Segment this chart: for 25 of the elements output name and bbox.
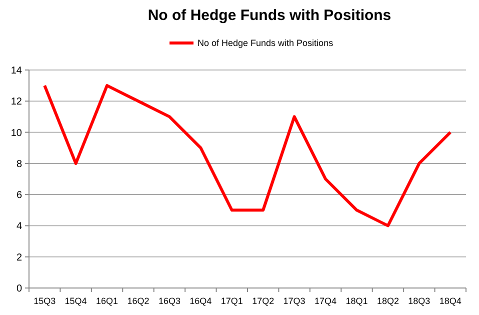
x-tick-label: 15Q3 (34, 296, 56, 306)
y-tick-label: 2 (16, 252, 22, 264)
x-tick-label: 17Q2 (252, 296, 274, 306)
y-tick-label: 6 (16, 190, 22, 202)
y-tick-label: 10 (10, 128, 22, 139)
x-tick-label: 16Q3 (158, 296, 180, 306)
chart-title: No of Hedge Funds with Positions (148, 7, 392, 24)
x-tick-label: 18Q1 (346, 296, 368, 306)
legend-label: No of Hedge Funds with Positions (198, 38, 334, 48)
y-tick-label: 0 (16, 284, 22, 294)
x-tick-label: 18Q3 (408, 296, 430, 306)
x-tick-label: 17Q4 (314, 296, 337, 306)
x-tick-label: 16Q1 (96, 296, 118, 306)
x-tick-label: 16Q2 (127, 296, 150, 306)
x-tick-label: 18Q4 (439, 296, 462, 306)
x-tick-label: 18Q2 (376, 296, 399, 306)
x-tick-label: 16Q4 (190, 296, 212, 306)
y-tick-label: 14 (10, 66, 22, 76)
y-tick-label: 4 (16, 221, 22, 232)
x-tick-label: 17Q1 (220, 296, 243, 306)
y-tick-label: 8 (16, 158, 22, 170)
x-tick-label: 15Q4 (64, 296, 87, 306)
y-tick-label: 12 (10, 96, 22, 108)
x-tick-label: 17Q3 (283, 296, 306, 306)
line-series (43, 84, 452, 228)
